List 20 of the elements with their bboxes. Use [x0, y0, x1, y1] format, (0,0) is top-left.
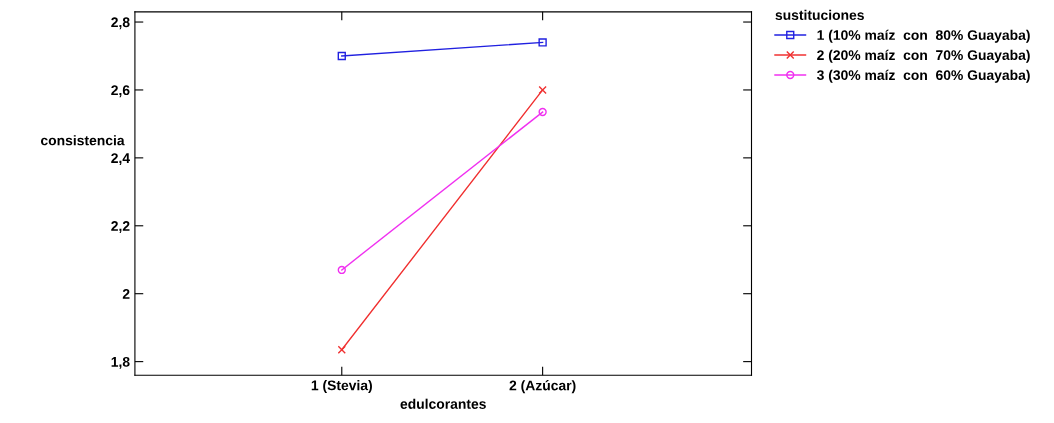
y-tick-label: 2,2: [111, 221, 130, 233]
y-tick-label: 2: [122, 289, 130, 299]
y-tick-label: 2,8: [111, 17, 130, 30]
y-tick-label: 2,6: [111, 85, 130, 98]
point: [538, 85, 547, 95]
point: [337, 265, 346, 275]
legend-title: sustituciones: [775, 9, 864, 20]
x-tick-label: 1 (Stevia): [311, 380, 372, 394]
y-tick-label: 2,4: [111, 153, 130, 166]
y-tick-label: 1,8: [111, 356, 130, 369]
legend-label: 3 (30% maíz con 60% Guayaba): [816, 69, 1030, 83]
y-axis-title: consistencia: [40, 135, 125, 146]
x-tick-label: 2 (Azúcar): [509, 380, 576, 394]
point: [337, 345, 346, 354]
point: [337, 51, 346, 61]
legend-label: 2 (20% maíz con 70% Guayaba): [817, 49, 1030, 63]
point: [538, 107, 547, 117]
legend-label: 1 (10% maíz con 80% Guayaba): [817, 29, 1030, 43]
point: [538, 38, 547, 47]
x-axis-title: edulcorantes: [400, 398, 486, 409]
